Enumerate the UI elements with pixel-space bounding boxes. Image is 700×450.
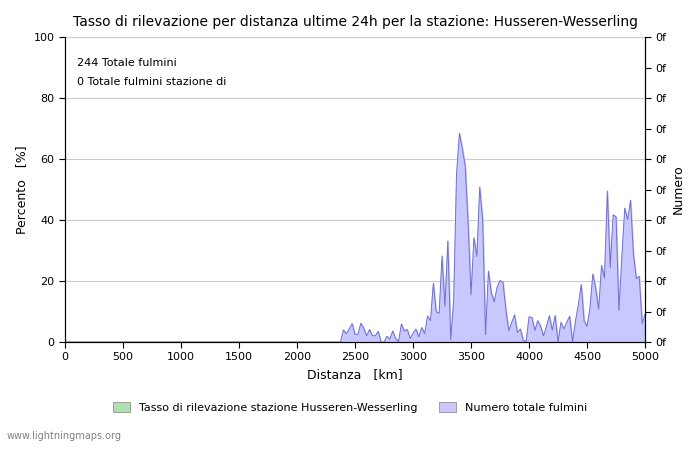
X-axis label: Distanza   [km]: Distanza [km] [307, 368, 402, 381]
Text: 0 Totale fulmini stazione di: 0 Totale fulmini stazione di [76, 77, 226, 87]
Y-axis label: Percento   [%]: Percento [%] [15, 145, 28, 234]
Legend: Tasso di rilevazione stazione Husseren-Wesserling, Numero totale fulmini: Tasso di rilevazione stazione Husseren-W… [108, 398, 592, 418]
Text: www.lightningmaps.org: www.lightningmaps.org [7, 431, 122, 441]
Y-axis label: Numero: Numero [672, 165, 685, 214]
Text: 244 Totale fulmini: 244 Totale fulmini [76, 58, 176, 68]
Title: Tasso di rilevazione per distanza ultime 24h per la stazione: Husseren-Wesserlin: Tasso di rilevazione per distanza ultime… [73, 15, 638, 29]
